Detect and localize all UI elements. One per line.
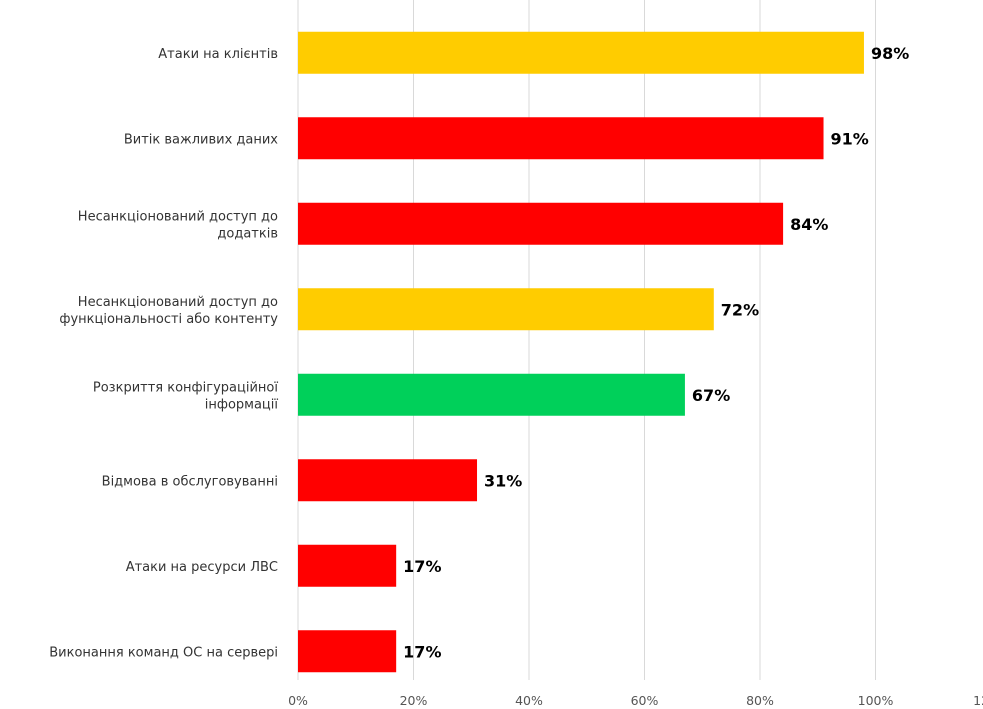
bar xyxy=(298,373,685,416)
category-labels: Атаки на клієнтів Витік важливих даних Нес… xyxy=(49,47,278,661)
category-label-line: функціональності або контенту xyxy=(59,312,278,327)
bar xyxy=(298,31,864,74)
category-label-line: додатків xyxy=(217,226,278,241)
category-label-line: інформації xyxy=(205,397,279,412)
category-label-line: Відмова в обслуговуванні xyxy=(102,474,278,489)
x-tick-label: 0% xyxy=(288,693,308,708)
category-label: Несанкціонований доступ до додатків xyxy=(78,209,278,241)
bar-value-label: 98% xyxy=(871,44,909,63)
x-tick-label: 40% xyxy=(515,693,543,708)
bar-value-label: 91% xyxy=(831,129,869,148)
value-labels: 98% 91% 84% 72% 67% 31% 17% 17% xyxy=(403,44,909,662)
category-label: Атаки на ресурси ЛВС xyxy=(126,560,278,575)
bar xyxy=(298,202,784,245)
x-tick-label: 120% xyxy=(973,693,983,708)
bar-value-label: 31% xyxy=(484,471,522,490)
category-label: Відмова в обслуговуванні xyxy=(102,474,278,489)
x-tick-label: 60% xyxy=(631,693,659,708)
bar-value-label: 17% xyxy=(403,557,441,576)
grid-layer xyxy=(297,0,876,680)
category-label: Розкриття конфігураційної інформації xyxy=(93,380,278,412)
category-label-line: Атаки на ресурси ЛВС xyxy=(126,560,278,575)
bar-value-label: 17% xyxy=(403,642,441,661)
category-label-line: Несанкціонований доступ до xyxy=(78,209,278,224)
bar xyxy=(298,459,478,502)
category-label-line: Несанкціонований доступ до xyxy=(78,295,278,310)
bar-value-label: 67% xyxy=(692,386,730,405)
category-label: Виконання команд ОС на сервері xyxy=(49,645,278,660)
category-label: Витік важливих даних xyxy=(124,132,278,147)
x-tick-label: 80% xyxy=(746,693,774,708)
category-label-line: Виконання команд ОС на сервері xyxy=(49,645,278,660)
bar xyxy=(298,288,714,331)
x-axis-ticks: 0% 20% 40% 60% 80% 100% 120% xyxy=(288,693,983,708)
category-label-line: Витік важливих даних xyxy=(124,132,278,147)
category-label: Несанкціонований доступ до функціональнос… xyxy=(59,295,278,327)
bar xyxy=(298,544,397,587)
category-label-line: Атаки на клієнтів xyxy=(158,47,278,62)
x-tick-label: 100% xyxy=(858,693,894,708)
category-label-line: Розкриття конфігураційної xyxy=(93,380,278,395)
bar-value-label: 84% xyxy=(790,215,828,234)
bars xyxy=(298,31,864,673)
bar xyxy=(298,117,824,160)
x-tick-label: 20% xyxy=(400,693,428,708)
bar-value-label: 72% xyxy=(721,300,759,319)
category-label: Атаки на клієнтів xyxy=(158,47,278,62)
bar xyxy=(298,630,397,673)
